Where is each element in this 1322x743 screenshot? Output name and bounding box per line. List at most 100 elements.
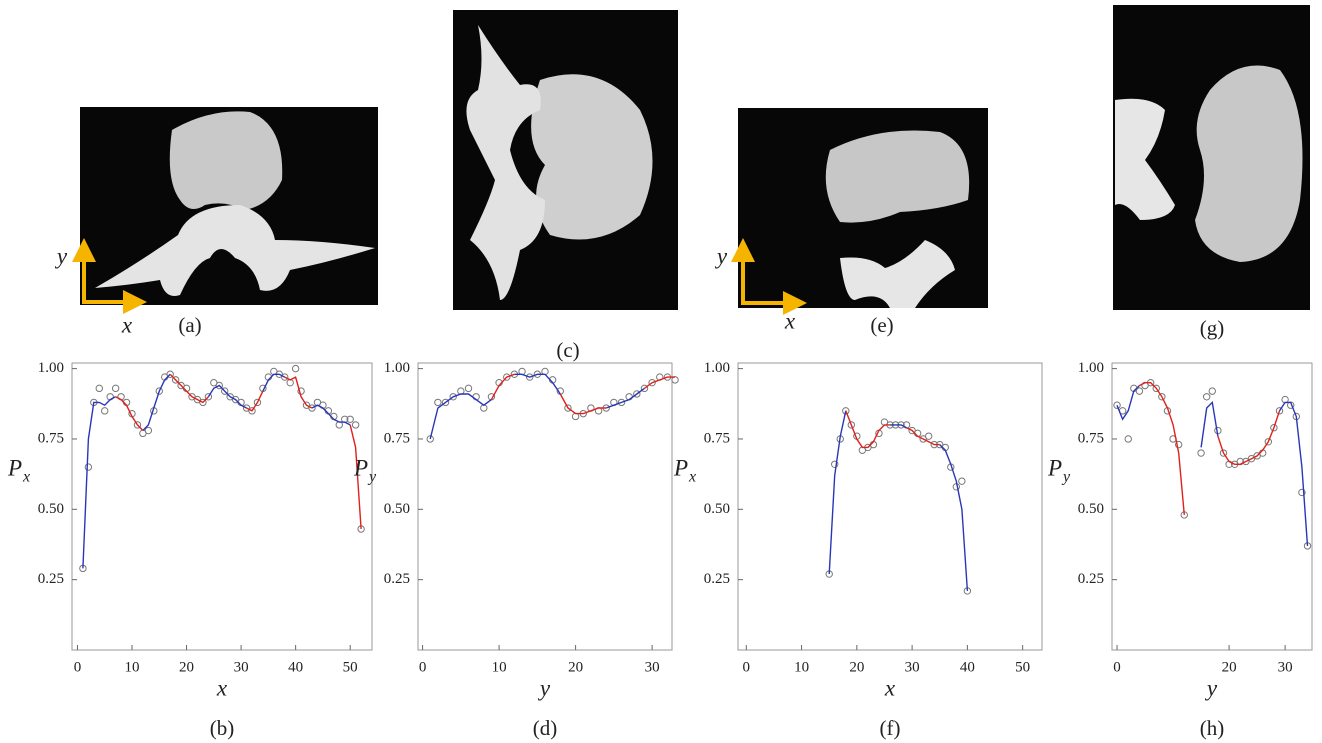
data-point	[1197, 449, 1205, 457]
fit-line	[845, 410, 940, 449]
x-tick-label: 50	[343, 659, 358, 675]
data-point	[281, 373, 289, 381]
data-point	[525, 373, 534, 381]
data-point	[253, 398, 262, 407]
data-point	[84, 463, 93, 471]
data-point	[434, 398, 442, 407]
data-point	[640, 384, 649, 393]
y-axis-label: P	[673, 455, 688, 480]
data-point	[204, 393, 213, 401]
data-point	[924, 432, 933, 440]
image-x-label: x	[121, 312, 133, 337]
data-point	[633, 390, 641, 398]
x-tick-label: 30	[1278, 659, 1293, 675]
y-axis-label-sub: x	[688, 469, 696, 486]
plot-frame	[417, 362, 673, 651]
data-point	[144, 426, 153, 435]
data-point	[111, 384, 120, 393]
y-tick-label: 0.25	[1078, 571, 1104, 587]
data-point	[1264, 438, 1273, 446]
data-point	[564, 404, 572, 412]
image-y-label: y	[715, 243, 728, 268]
data-point	[215, 381, 223, 390]
y-tick-label: 0.75	[704, 430, 730, 446]
data-point	[1219, 449, 1228, 457]
y-tick-label: 0.50	[1078, 501, 1104, 517]
x-tick-label: 20	[849, 659, 864, 675]
y-tick-label: 0.75	[384, 430, 410, 446]
data-point	[503, 373, 511, 381]
y-axis-label-sub: y	[367, 469, 377, 486]
x-tick-label: 30	[905, 659, 920, 675]
data-point	[199, 398, 207, 407]
x-tick-label: 30	[234, 659, 249, 675]
x-tick-label: 30	[645, 659, 660, 675]
y-tick-label: 0.50	[704, 501, 730, 517]
image-caption: (c)	[556, 338, 579, 362]
image-y-label: y	[55, 243, 68, 268]
y-axis-label-sub: y	[1061, 469, 1071, 486]
x-tick-label: 40	[288, 659, 303, 675]
caption: (d)	[533, 716, 558, 740]
y-axis-label: P	[7, 455, 22, 480]
image-x-label: x	[784, 308, 796, 333]
y-tick-label: 0.50	[384, 501, 410, 517]
x-tick-label: 50	[1015, 659, 1030, 675]
fit-line	[429, 373, 645, 440]
y-tick-label: 0.25	[704, 571, 730, 587]
image-caption: (a)	[178, 313, 201, 337]
x-tick-label: 10	[794, 659, 809, 675]
plot-frame	[71, 362, 373, 651]
x-axis-label: y	[1205, 675, 1218, 700]
fit-line	[115, 373, 362, 530]
data-point	[101, 407, 109, 415]
caption: (b)	[210, 716, 235, 740]
fit-line	[82, 373, 351, 569]
fit-line	[828, 410, 969, 591]
data-point	[831, 460, 839, 468]
x-tick-label: 20	[568, 659, 583, 675]
x-tick-label: 0	[743, 659, 751, 675]
data-point	[441, 398, 450, 407]
y-tick-label: 0.25	[384, 571, 410, 587]
data-point	[426, 435, 434, 443]
data-point	[155, 387, 163, 395]
fit-line	[1139, 382, 1281, 515]
fit-line	[490, 373, 676, 415]
image-c	[453, 10, 678, 310]
data-point	[464, 384, 473, 393]
y-tick-label: 0.25	[38, 571, 64, 587]
data-point	[166, 370, 174, 378]
image-caption: (g)	[1200, 316, 1225, 340]
data-point	[291, 364, 300, 373]
image-g	[1113, 5, 1310, 310]
y-axis-label: P	[353, 455, 368, 480]
data-point	[1152, 384, 1160, 393]
x-axis-label: x	[216, 675, 228, 700]
plot-frame	[737, 362, 1043, 651]
data-point	[95, 384, 103, 393]
x-tick-label: 0	[1113, 659, 1121, 675]
data-point	[449, 393, 457, 401]
data-point	[1202, 393, 1211, 401]
y-tick-label: 0.75	[38, 430, 64, 446]
caption: (f)	[880, 716, 901, 740]
x-tick-label: 10	[125, 659, 140, 675]
data-point	[1158, 393, 1166, 401]
data-point	[847, 421, 856, 429]
data-point	[1298, 488, 1306, 497]
data-point	[221, 387, 229, 395]
data-point	[617, 398, 626, 407]
image-e	[731, 108, 988, 315]
x-tick-label: 0	[74, 659, 82, 675]
image-caption: (e)	[870, 313, 893, 337]
image-a	[72, 107, 378, 314]
data-point	[648, 378, 656, 387]
x-tick-label: 0	[419, 659, 427, 675]
data-point	[1174, 440, 1183, 449]
data-point	[958, 477, 966, 485]
y-axis-label-sub: x	[22, 469, 30, 486]
data-point	[351, 421, 360, 429]
data-point	[133, 421, 142, 429]
